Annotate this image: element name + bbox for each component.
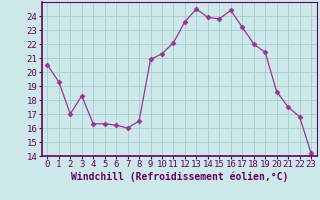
X-axis label: Windchill (Refroidissement éolien,°C): Windchill (Refroidissement éolien,°C): [70, 172, 288, 182]
